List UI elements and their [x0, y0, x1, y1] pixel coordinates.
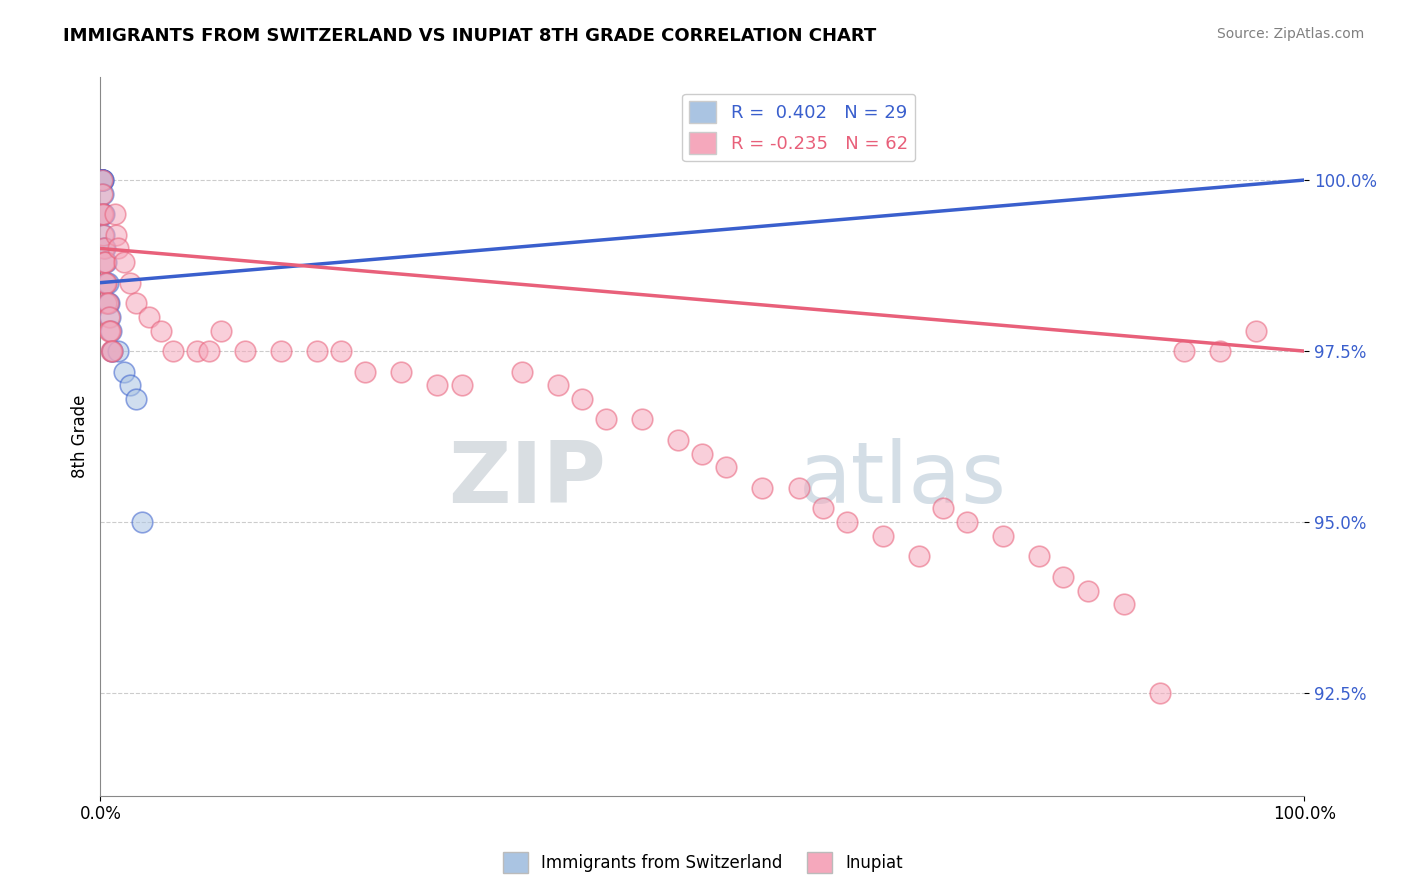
Point	[90, 173, 112, 187]
Point	[105, 227, 128, 242]
Point	[96, 276, 118, 290]
Point	[716, 460, 738, 475]
Point	[91, 173, 114, 187]
Point	[908, 549, 931, 564]
Point	[94, 255, 117, 269]
Point	[97, 296, 120, 310]
Point	[93, 207, 115, 221]
Point	[101, 344, 124, 359]
Point	[571, 392, 593, 406]
Point	[104, 207, 127, 221]
Point	[90, 207, 112, 221]
Point	[96, 276, 118, 290]
Point	[354, 365, 377, 379]
Point	[107, 344, 129, 359]
Point	[93, 242, 115, 256]
Point	[426, 378, 449, 392]
Point	[90, 173, 112, 187]
Point	[149, 324, 172, 338]
Point	[595, 412, 617, 426]
Point	[94, 276, 117, 290]
Point	[993, 529, 1015, 543]
Point	[90, 186, 112, 201]
Point	[1052, 570, 1074, 584]
Point	[100, 344, 122, 359]
Point	[90, 173, 112, 187]
Point	[811, 501, 834, 516]
Point	[450, 378, 472, 392]
Point	[93, 227, 115, 242]
Text: ZIP: ZIP	[449, 438, 606, 521]
Point	[91, 173, 114, 187]
Point	[90, 173, 112, 187]
Point	[209, 324, 232, 338]
Point	[690, 447, 713, 461]
Point	[100, 324, 122, 338]
Point	[125, 296, 148, 310]
Point	[93, 255, 115, 269]
Y-axis label: 8th Grade: 8th Grade	[72, 395, 89, 478]
Point	[96, 255, 118, 269]
Point	[112, 255, 135, 269]
Point	[91, 207, 114, 221]
Point	[233, 344, 256, 359]
Point	[125, 392, 148, 406]
Point	[956, 515, 979, 529]
Point	[1244, 324, 1267, 338]
Point	[197, 344, 219, 359]
Point	[101, 344, 124, 359]
Point	[94, 242, 117, 256]
Point	[835, 515, 858, 529]
Point	[1209, 344, 1232, 359]
Legend: Immigrants from Switzerland, Inupiat: Immigrants from Switzerland, Inupiat	[496, 846, 910, 880]
Point	[138, 310, 160, 324]
Point	[389, 365, 412, 379]
Point	[872, 529, 894, 543]
Point	[547, 378, 569, 392]
Point	[932, 501, 955, 516]
Point	[186, 344, 208, 359]
Point	[270, 344, 292, 359]
Point	[1028, 549, 1050, 564]
Point	[97, 296, 120, 310]
Point	[330, 344, 353, 359]
Point	[112, 365, 135, 379]
Point	[90, 173, 112, 187]
Point	[91, 186, 114, 201]
Point	[1076, 583, 1098, 598]
Point	[96, 296, 118, 310]
Point	[751, 481, 773, 495]
Text: atlas: atlas	[799, 438, 1007, 521]
Point	[131, 515, 153, 529]
Point	[93, 242, 115, 256]
Point	[666, 433, 689, 447]
Point	[1112, 597, 1135, 611]
Point	[90, 173, 112, 187]
Point	[98, 310, 121, 324]
Point	[91, 207, 114, 221]
Point	[120, 378, 142, 392]
Point	[98, 324, 121, 338]
Point	[787, 481, 810, 495]
Point	[162, 344, 184, 359]
Point	[97, 296, 120, 310]
Point	[107, 242, 129, 256]
Legend: R =  0.402   N = 29, R = -0.235   N = 62: R = 0.402 N = 29, R = -0.235 N = 62	[682, 94, 915, 161]
Point	[97, 324, 120, 338]
Point	[631, 412, 654, 426]
Point	[510, 365, 533, 379]
Point	[305, 344, 328, 359]
Text: IMMIGRANTS FROM SWITZERLAND VS INUPIAT 8TH GRADE CORRELATION CHART: IMMIGRANTS FROM SWITZERLAND VS INUPIAT 8…	[63, 27, 876, 45]
Point	[90, 173, 112, 187]
Point	[91, 227, 114, 242]
Point	[97, 310, 120, 324]
Point	[120, 276, 142, 290]
Text: Source: ZipAtlas.com: Source: ZipAtlas.com	[1216, 27, 1364, 41]
Point	[97, 276, 120, 290]
Point	[1149, 686, 1171, 700]
Point	[1173, 344, 1195, 359]
Point	[90, 173, 112, 187]
Point	[101, 344, 124, 359]
